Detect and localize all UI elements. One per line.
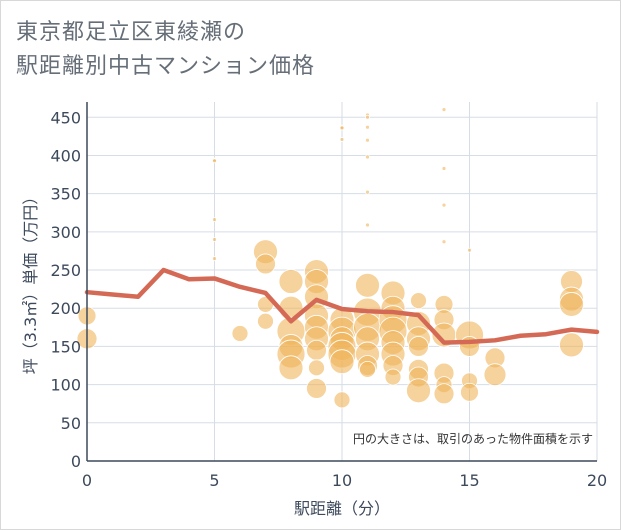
bubble-point xyxy=(355,272,380,298)
title-line-2: 駅距離別中古マンション価格 xyxy=(16,54,316,79)
bubble-point xyxy=(359,360,376,378)
bubble-point xyxy=(212,217,217,223)
bubble-point xyxy=(339,137,345,142)
bubble-point xyxy=(306,339,327,361)
y-tick-label: 50 xyxy=(61,414,81,433)
bubble-point xyxy=(339,125,345,131)
bubble-point xyxy=(257,312,274,330)
bubble-point xyxy=(441,202,447,208)
bubble-point xyxy=(278,355,304,381)
bubble-point xyxy=(365,114,370,120)
y-tick-label: 250 xyxy=(50,261,81,280)
bubble-point xyxy=(441,166,447,171)
bubble-layer xyxy=(76,107,584,409)
size-note: 円の大きさは、取引のあった物件面積を示す xyxy=(353,431,593,446)
bubble-point xyxy=(559,292,584,317)
y-tick-label: 400 xyxy=(50,146,81,165)
y-tick-label: 200 xyxy=(50,299,81,318)
bubble-point xyxy=(365,222,370,228)
bubble-point xyxy=(483,363,507,387)
title-line-1: 東京都足立区東綾瀬の xyxy=(16,20,247,45)
x-tick-label: 10 xyxy=(332,471,352,490)
bubble-point xyxy=(365,189,370,195)
bubble-point xyxy=(365,154,370,160)
x-tick-label: 5 xyxy=(209,471,219,490)
chart-title: 東京都足立区東綾瀬の 駅距離別中古マンション価格 xyxy=(16,16,315,84)
x-tick-label: 15 xyxy=(459,471,479,490)
bubble-point xyxy=(306,378,327,399)
bubble-point xyxy=(231,325,249,342)
bubble-point xyxy=(441,239,447,245)
y-tick-label: 150 xyxy=(50,337,81,356)
y-tick-label: 350 xyxy=(50,185,81,204)
bubble-point xyxy=(212,158,217,164)
bubble-point xyxy=(408,336,429,357)
bubble-point xyxy=(212,256,217,261)
bubble-point xyxy=(333,391,351,409)
x-tick-label: 0 xyxy=(82,471,92,490)
axes: 0 50 100 150 200 250 300 350 400 450 0 5 10 15 20 xyxy=(50,102,607,490)
x-axis-label: 駅距離（分） xyxy=(294,499,390,518)
y-tick-label: 450 xyxy=(50,108,81,127)
bubble-point xyxy=(559,332,584,358)
average-line-layer xyxy=(84,267,600,345)
bubble-point xyxy=(467,247,472,253)
bubble-point xyxy=(329,349,355,375)
bubble-point xyxy=(212,237,217,242)
bubble-point xyxy=(255,253,276,275)
x-tick-label: 20 xyxy=(587,471,607,490)
y-tick-label: 0 xyxy=(71,452,81,471)
bubble-point xyxy=(384,368,402,386)
bubble-point xyxy=(365,137,370,143)
bubble-point xyxy=(460,382,479,402)
bubble-point xyxy=(433,383,455,405)
y-tick-label: 300 xyxy=(50,223,81,242)
bubble-point xyxy=(278,269,304,294)
y-axis-label: 坪（3.3㎡）単価（万円） xyxy=(21,189,40,374)
bubble-point xyxy=(410,292,427,309)
bubble-point xyxy=(365,124,370,130)
y-tick-label: 100 xyxy=(50,376,81,395)
bubble-point xyxy=(406,378,431,404)
bubble-point xyxy=(441,107,447,113)
average-price-line xyxy=(84,267,600,345)
bubble-point xyxy=(308,359,325,377)
